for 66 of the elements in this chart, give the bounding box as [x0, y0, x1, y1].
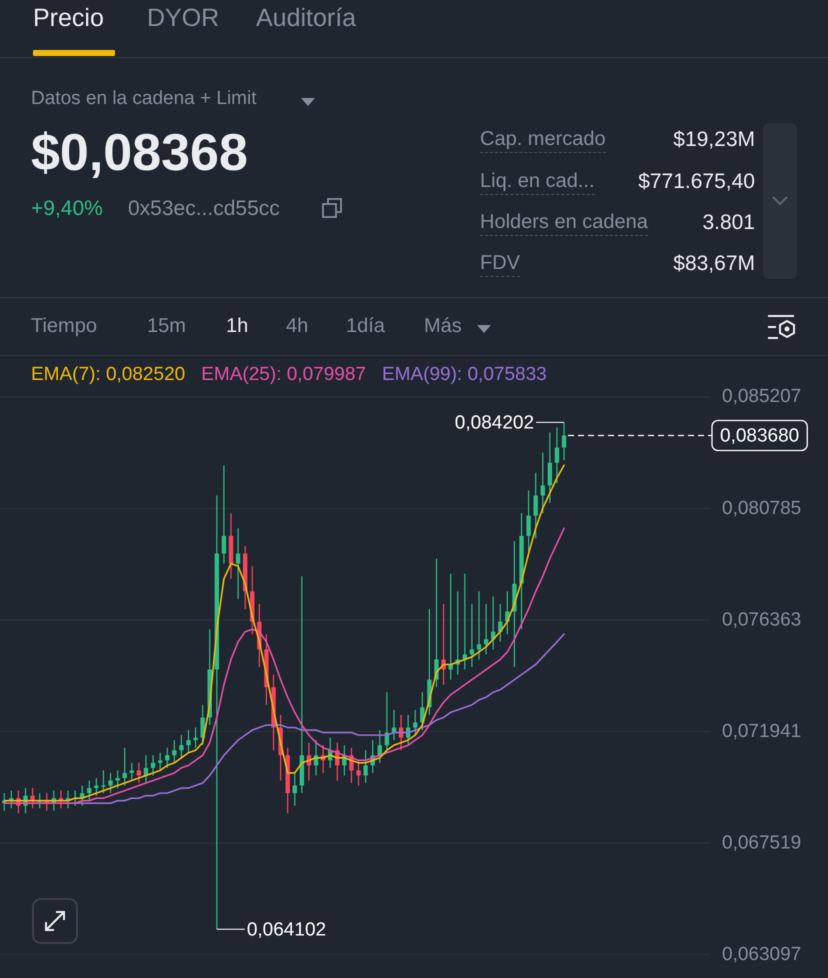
candlestick	[540, 452, 545, 514]
candlestick	[130, 762, 134, 782]
candlestick	[193, 726, 198, 748]
text: 1día	[346, 315, 385, 337]
text: 4h	[286, 315, 308, 337]
text: Datos en la cadena + Limit	[31, 88, 256, 109]
text: Precio	[33, 4, 104, 32]
text: EMA(25): 0,079987	[201, 364, 366, 385]
candlestick	[363, 750, 368, 784]
text: FDV	[480, 252, 520, 277]
candlestick	[554, 426, 560, 484]
candlestick	[356, 760, 361, 786]
candlestick	[562, 422, 566, 461]
candlestick	[484, 603, 488, 656]
candlestick	[172, 740, 177, 764]
candlestick	[470, 603, 474, 668]
text: Tiempo	[31, 315, 97, 337]
y-tick-label: 0,063097	[722, 944, 802, 965]
candlestick	[526, 490, 531, 554]
text: Más	[424, 315, 462, 337]
text: EMA(7): 0,082520	[31, 364, 186, 385]
text: Liq. en cad...	[480, 170, 595, 195]
candlestick	[222, 464, 226, 564]
candlestick	[490, 596, 496, 650]
text: EMA(99): 0,075833	[382, 364, 547, 385]
candlestick	[378, 729, 382, 764]
text: 0x53ec...cd55cc	[128, 197, 280, 220]
candlestick	[165, 747, 170, 768]
y-tick-label: 0,085207	[722, 386, 802, 408]
candlestick	[179, 734, 184, 758]
candlestick	[292, 772, 297, 806]
candlestick	[476, 590, 482, 660]
text: +9,40%	[31, 197, 103, 220]
candlestick	[122, 747, 127, 786]
candlestick	[136, 762, 142, 784]
y-tick-label: 0,076363	[722, 609, 802, 630]
text: DYOR	[147, 4, 220, 32]
y-tick-label: 0,080785	[722, 498, 802, 519]
ref-line-label: 0,083680	[720, 426, 800, 447]
annotation: 0,064102	[246, 919, 326, 940]
y-tick-label: 0,067519	[722, 832, 802, 854]
text: $19,23M	[673, 128, 755, 151]
annotation: 0,084202	[454, 412, 534, 434]
candlestick	[94, 777, 99, 796]
candlestick	[150, 754, 156, 776]
y-tick-label: 0,071941	[722, 720, 802, 742]
candlestick	[236, 528, 240, 600]
text: Auditoría	[256, 4, 356, 32]
candlestick	[413, 709, 418, 736]
text: 3.801	[702, 211, 755, 234]
candlestick	[87, 780, 92, 802]
candlestick	[548, 432, 552, 504]
text: 15m	[147, 315, 186, 337]
candlestick	[158, 752, 162, 772]
candlestick	[30, 787, 35, 809]
text: Holders en cadena	[480, 211, 648, 236]
candlestick	[533, 472, 538, 540]
candlestick	[115, 770, 120, 789]
text: 1h	[226, 315, 248, 337]
text: $83,67M	[673, 252, 755, 275]
text: $771.675,40	[638, 170, 755, 193]
text: $0,08368	[31, 124, 248, 182]
candlestick	[101, 770, 106, 794]
text: Cap. mercado	[480, 128, 606, 153]
candlestick	[186, 729, 191, 754]
candlestick	[108, 772, 113, 794]
